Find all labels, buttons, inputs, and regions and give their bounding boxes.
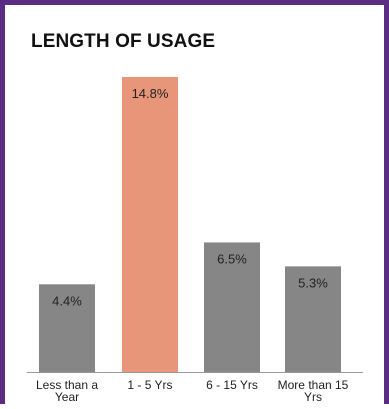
bar-value-label-1: 4.4% [52, 293, 82, 308]
bar-4 [285, 266, 341, 372]
bar-value-label-2: 14.8% [132, 86, 169, 101]
x-tick-label-4-line-1: More than 15 [278, 378, 349, 392]
bar-1 [39, 284, 95, 372]
x-tick-label-4-line-2: Yrs [304, 390, 322, 404]
bar-3 [204, 242, 260, 372]
x-tick-label-1-line-1: Less than a [36, 378, 98, 392]
x-tick-label-2: 1 - 5 Yrs [127, 378, 172, 392]
bar-value-label-4: 5.3% [298, 275, 328, 290]
chart-title: LENGTH OF USAGE [31, 31, 216, 52]
x-tick-label-1-line-2: Year [55, 390, 79, 404]
bar-2 [122, 77, 178, 372]
bar-value-label-3: 6.5% [217, 251, 247, 266]
x-tick-label-3: 6 - 15 Yrs [206, 378, 258, 392]
